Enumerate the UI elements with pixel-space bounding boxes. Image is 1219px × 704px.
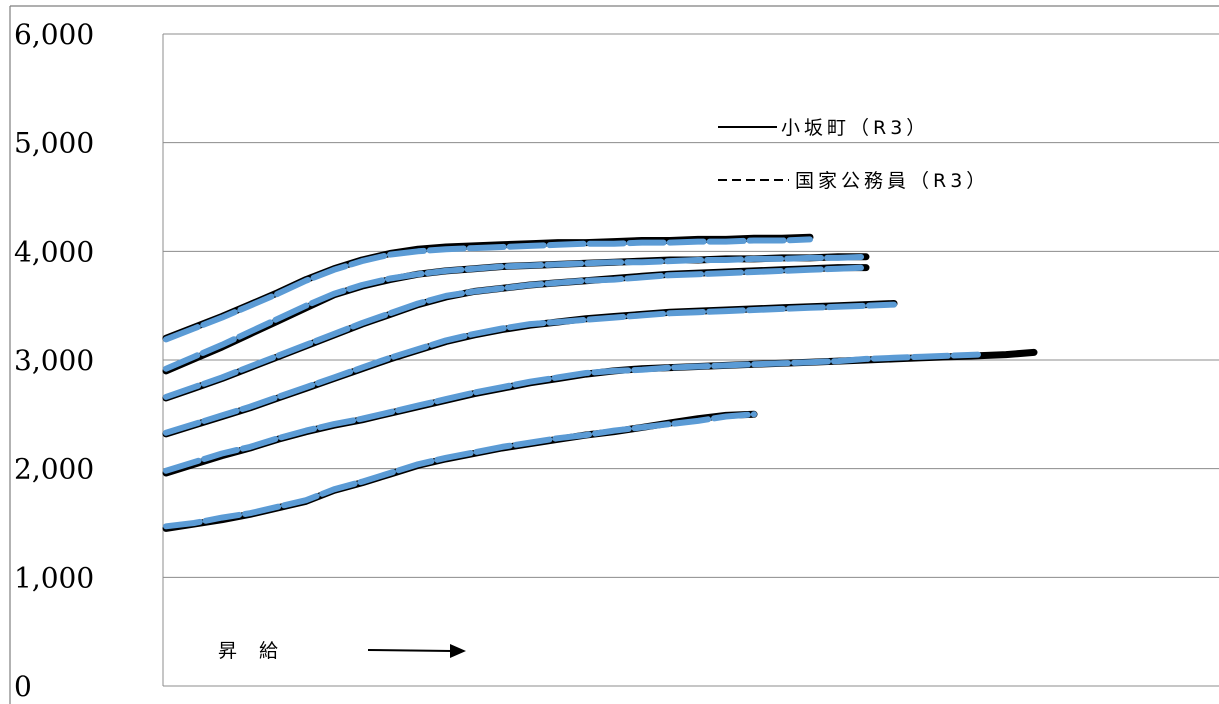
y-tick-label: 4,000	[14, 235, 94, 268]
y-tick-label: 1,000	[14, 561, 94, 594]
y-tick-label: 2,000	[14, 453, 94, 486]
right-arrow-icon	[367, 649, 453, 652]
annotation-label: 昇給	[218, 640, 300, 662]
y-tick-label: 3,000	[14, 344, 94, 377]
legend-label-national: 国家公務員（R3）	[795, 170, 989, 192]
series-lines	[162, 233, 1038, 532]
legend-item-national: 国家公務員（R3）	[718, 170, 989, 192]
national-series-line-5	[163, 253, 869, 372]
y-tick-label: 0	[14, 670, 32, 703]
national-series-line-3	[163, 301, 897, 436]
raise-annotation: 昇給	[218, 640, 466, 662]
arrowhead-icon	[450, 644, 466, 658]
y-tick-label: 5,000	[14, 127, 94, 160]
legend: 小坂町（R3） 国家公務員（R3）	[718, 117, 989, 192]
national-series-line-2	[163, 351, 981, 474]
legend-item-town: 小坂町（R3）	[718, 117, 929, 139]
y-tick-label: 6,000	[14, 18, 94, 51]
national-series-line-4	[163, 264, 869, 400]
gridlines	[162, 33, 1219, 687]
y-axis-tick-labels: 0 1,000 2,000 3,000 4,000 5,000 6,000	[14, 18, 94, 703]
legend-label-town: 小坂町（R3）	[781, 117, 929, 139]
national-series-line-1	[163, 411, 757, 530]
national-series-line-6	[163, 236, 813, 343]
